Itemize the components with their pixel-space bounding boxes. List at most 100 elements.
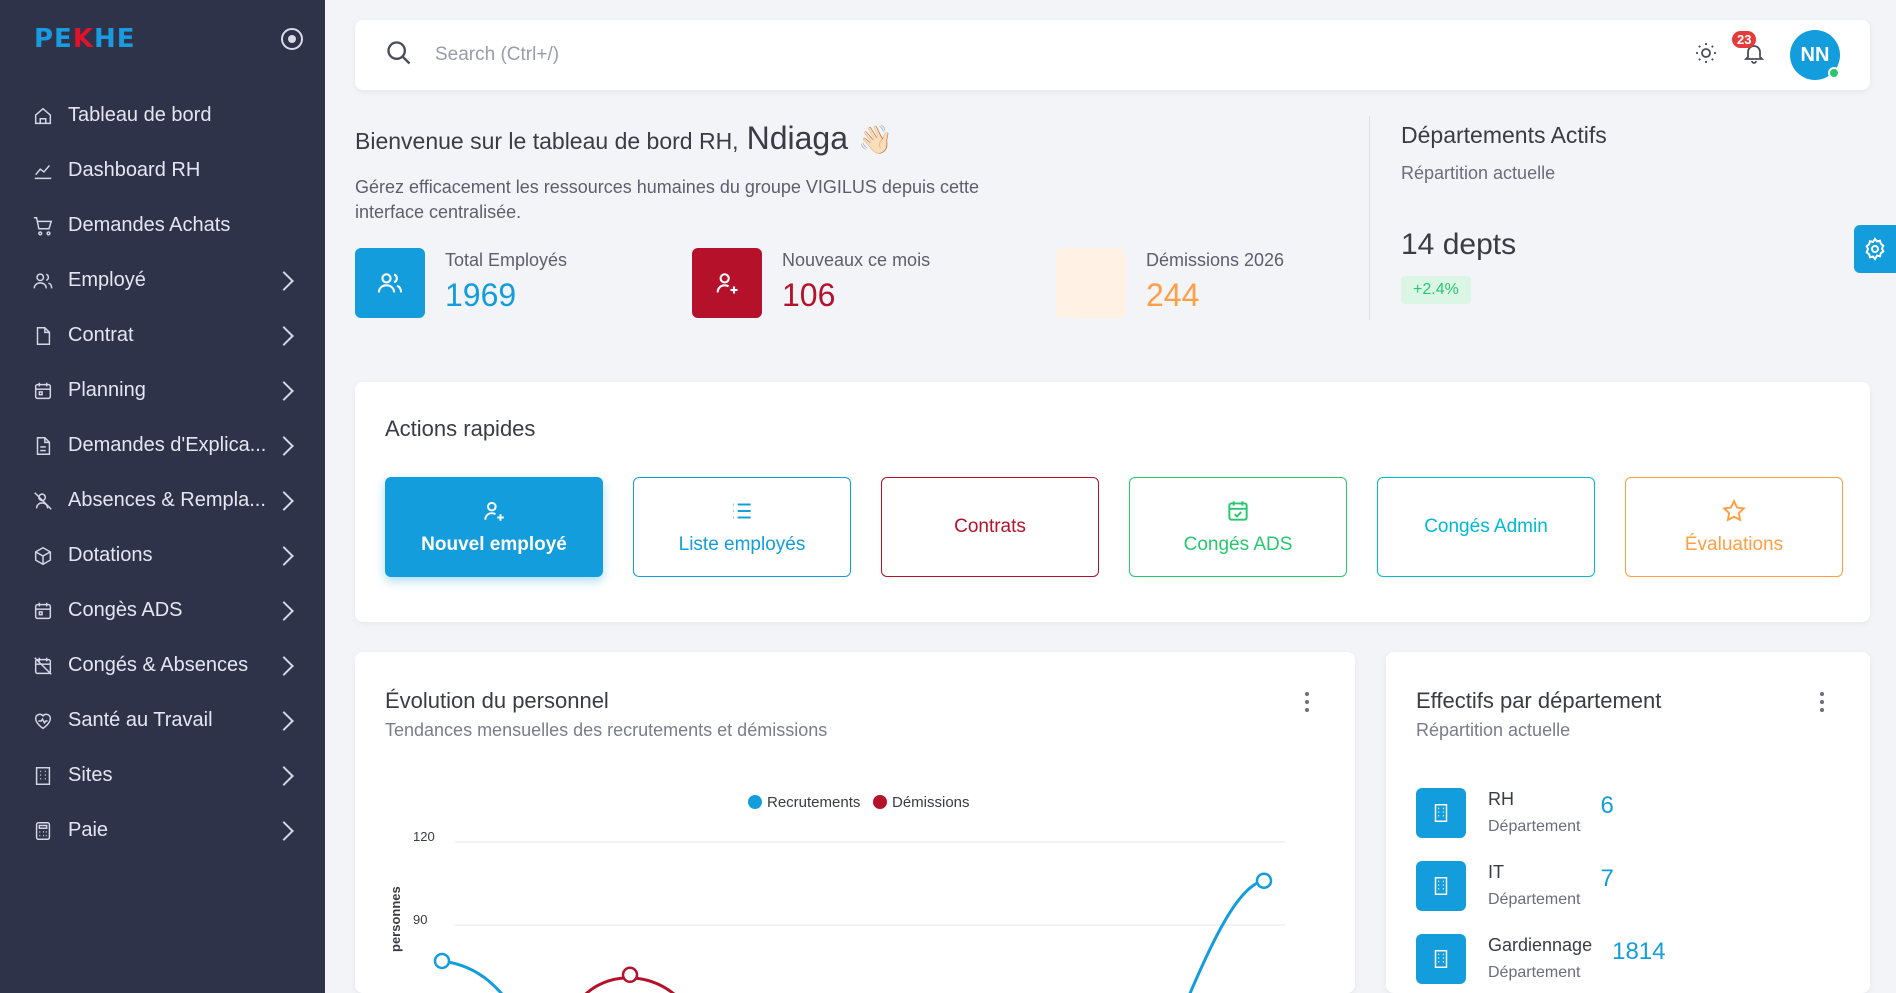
depts-title: Départements Actifs xyxy=(1401,122,1607,148)
sidebar-item-cong-s-absences[interactable]: Congés & Absences xyxy=(0,638,325,693)
dept-type: Département xyxy=(1488,818,1581,835)
list-item[interactable]: IT Département 7 xyxy=(1416,849,1665,922)
dept-type: Département xyxy=(1488,964,1581,981)
actions-title: Actions rapides xyxy=(385,416,536,441)
sidebar-item-label: Demandes d'Explica... xyxy=(68,434,267,456)
sidebar-item-employ[interactable]: Employé xyxy=(0,253,325,308)
topbar-actions: 23 NN xyxy=(1694,30,1840,80)
stat-label: Total Employés xyxy=(445,250,568,270)
nouvel-employe-button[interactable]: Nouvel employé xyxy=(385,477,603,577)
data-point xyxy=(1255,872,1273,889)
button-label: Liste employés xyxy=(678,534,806,555)
tick-label: 90 xyxy=(413,912,427,927)
customizer-gear-icon[interactable] xyxy=(1854,225,1896,273)
chevron-right-icon xyxy=(274,270,294,291)
sidebar-item-cong-s-ads[interactable]: Congès ADS xyxy=(0,583,325,638)
sidebar-item-demandes-achats[interactable]: Demandes Achats xyxy=(0,198,325,253)
chevron-right-icon xyxy=(274,655,294,676)
logo[interactable]: PEKHE xyxy=(34,24,136,54)
sidebar-item-label: Congés & Absences xyxy=(68,654,249,676)
user-name: Ndiaga xyxy=(746,120,848,156)
sidebar-nav: Tableau de bord Dashboard RH Demandes Acha… xyxy=(0,88,325,858)
sidebar-item-label: Contrat xyxy=(68,324,134,346)
box-icon xyxy=(32,545,54,567)
chart-line-icon xyxy=(32,160,54,182)
dept-type: Département xyxy=(1488,891,1581,908)
sidebar-item-paie[interactable]: Paie xyxy=(0,803,325,858)
sidebar-item-label: Paie xyxy=(68,819,109,841)
stats-row: Total Employés 1969 Nouveaux ce mois 106… xyxy=(355,248,1456,318)
conges-ads-button[interactable]: Congés ADS xyxy=(1129,477,1347,577)
sidebar-item-absences-rempla[interactable]: Absences & Rempla... xyxy=(0,473,325,528)
evolution-title: Évolution du personnel xyxy=(385,688,609,713)
collapse-sidebar-icon[interactable] xyxy=(281,28,303,50)
stat-value: 106 xyxy=(782,277,836,313)
conges-admin-button[interactable]: Congés Admin xyxy=(1377,477,1595,577)
dept-name: Gardiennage xyxy=(1488,935,1593,955)
theme-toggle-icon[interactable] xyxy=(1694,41,1718,70)
stat-value: 1969 xyxy=(445,277,517,313)
sidebar-item-label: Sites xyxy=(68,764,113,786)
calculator-icon xyxy=(32,820,54,842)
series-line-recrutements xyxy=(441,959,504,993)
chevron-right-icon xyxy=(274,435,294,456)
sidebar-header: PEKHE xyxy=(0,0,325,78)
stat-label: Démissions 2026 xyxy=(1146,250,1285,270)
avatar-initials: NN xyxy=(1800,43,1830,66)
divider xyxy=(1369,116,1370,320)
notification-badge: 23 xyxy=(1732,30,1757,48)
chevron-right-icon xyxy=(274,490,294,511)
more-options-icon[interactable] xyxy=(1820,692,1826,712)
button-label: Nouvel employé xyxy=(421,534,567,555)
search-icon[interactable] xyxy=(385,39,413,72)
sidebar-item-label: Dashboard RH xyxy=(68,159,201,181)
user-plus-icon xyxy=(692,248,762,318)
building-icon xyxy=(1416,860,1466,911)
chevron-right-icon xyxy=(274,710,294,731)
calendar-off-icon xyxy=(32,655,54,677)
dept-name: IT xyxy=(1488,862,1504,882)
contrats-button[interactable]: Contrats xyxy=(881,477,1099,577)
notification-bell-icon[interactable]: 23 xyxy=(1732,30,1766,70)
sidebar-item-tableau-de-bord[interactable]: Tableau de bord xyxy=(0,88,325,143)
evaluations-button[interactable]: Évaluations xyxy=(1625,477,1843,577)
sidebar-item-contrat[interactable]: Contrat xyxy=(0,308,325,363)
actions-rapides-card: Actions rapides Nouvel employé Liste emp… xyxy=(355,382,1870,622)
online-status-dot xyxy=(1828,67,1840,79)
welcome-description: Gérez efficacement les ressources humain… xyxy=(355,177,979,222)
button-label: Contrats xyxy=(954,516,1026,537)
cart-icon xyxy=(32,215,54,237)
calendar-icon xyxy=(32,600,54,622)
building-icon xyxy=(1416,933,1466,984)
sidebar-item-demandes-d-explica[interactable]: Demandes d'Explica... xyxy=(0,418,325,473)
list-icon xyxy=(733,503,751,519)
liste-employes-button[interactable]: Liste employés xyxy=(633,477,851,577)
tick-label: 120 xyxy=(413,829,435,844)
dept-name: RH xyxy=(1488,789,1514,809)
user-plus-icon xyxy=(484,501,504,521)
stat-demissions: Démissions 2026 244 xyxy=(1056,248,1456,318)
heart-icon xyxy=(32,710,54,732)
user-avatar[interactable]: NN xyxy=(1790,30,1840,80)
evolution-subtitle: Tendances mensuelles des recrutements et… xyxy=(385,720,828,740)
chevron-right-icon xyxy=(274,820,294,841)
more-options-icon[interactable] xyxy=(1305,692,1311,712)
sidebar-item-sites[interactable]: Sites xyxy=(0,748,325,803)
evolution-line-chart: RecrutementsDémissions1209060personnes xyxy=(388,794,1285,993)
actions-row: Nouvel employé Liste employés Contrats C… xyxy=(385,477,1843,577)
sidebar-item-planning[interactable]: Planning xyxy=(0,363,325,418)
sidebar-item-dotations[interactable]: Dotations xyxy=(0,528,325,583)
sidebar-item-dashboard-rh[interactable]: Dashboard RH xyxy=(0,143,325,198)
dept-count: 1814 xyxy=(1612,937,1666,965)
dept-count: 7 xyxy=(1600,864,1614,892)
search-input[interactable] xyxy=(435,44,1694,66)
list-item[interactable]: Gardiennage Département 1814 xyxy=(1416,922,1665,993)
calendar-check-icon xyxy=(1228,501,1248,521)
sidebar-item-sant-au-travail[interactable]: Santé au Travail xyxy=(0,693,325,748)
user-off-icon xyxy=(32,490,54,512)
calendar-icon xyxy=(32,380,54,402)
dept-count: 6 xyxy=(1600,791,1614,819)
list-item[interactable]: RH Département 6 xyxy=(1416,776,1665,849)
sidebar-item-label: Demandes Achats xyxy=(68,214,231,236)
button-label: Congés Admin xyxy=(1424,516,1548,537)
